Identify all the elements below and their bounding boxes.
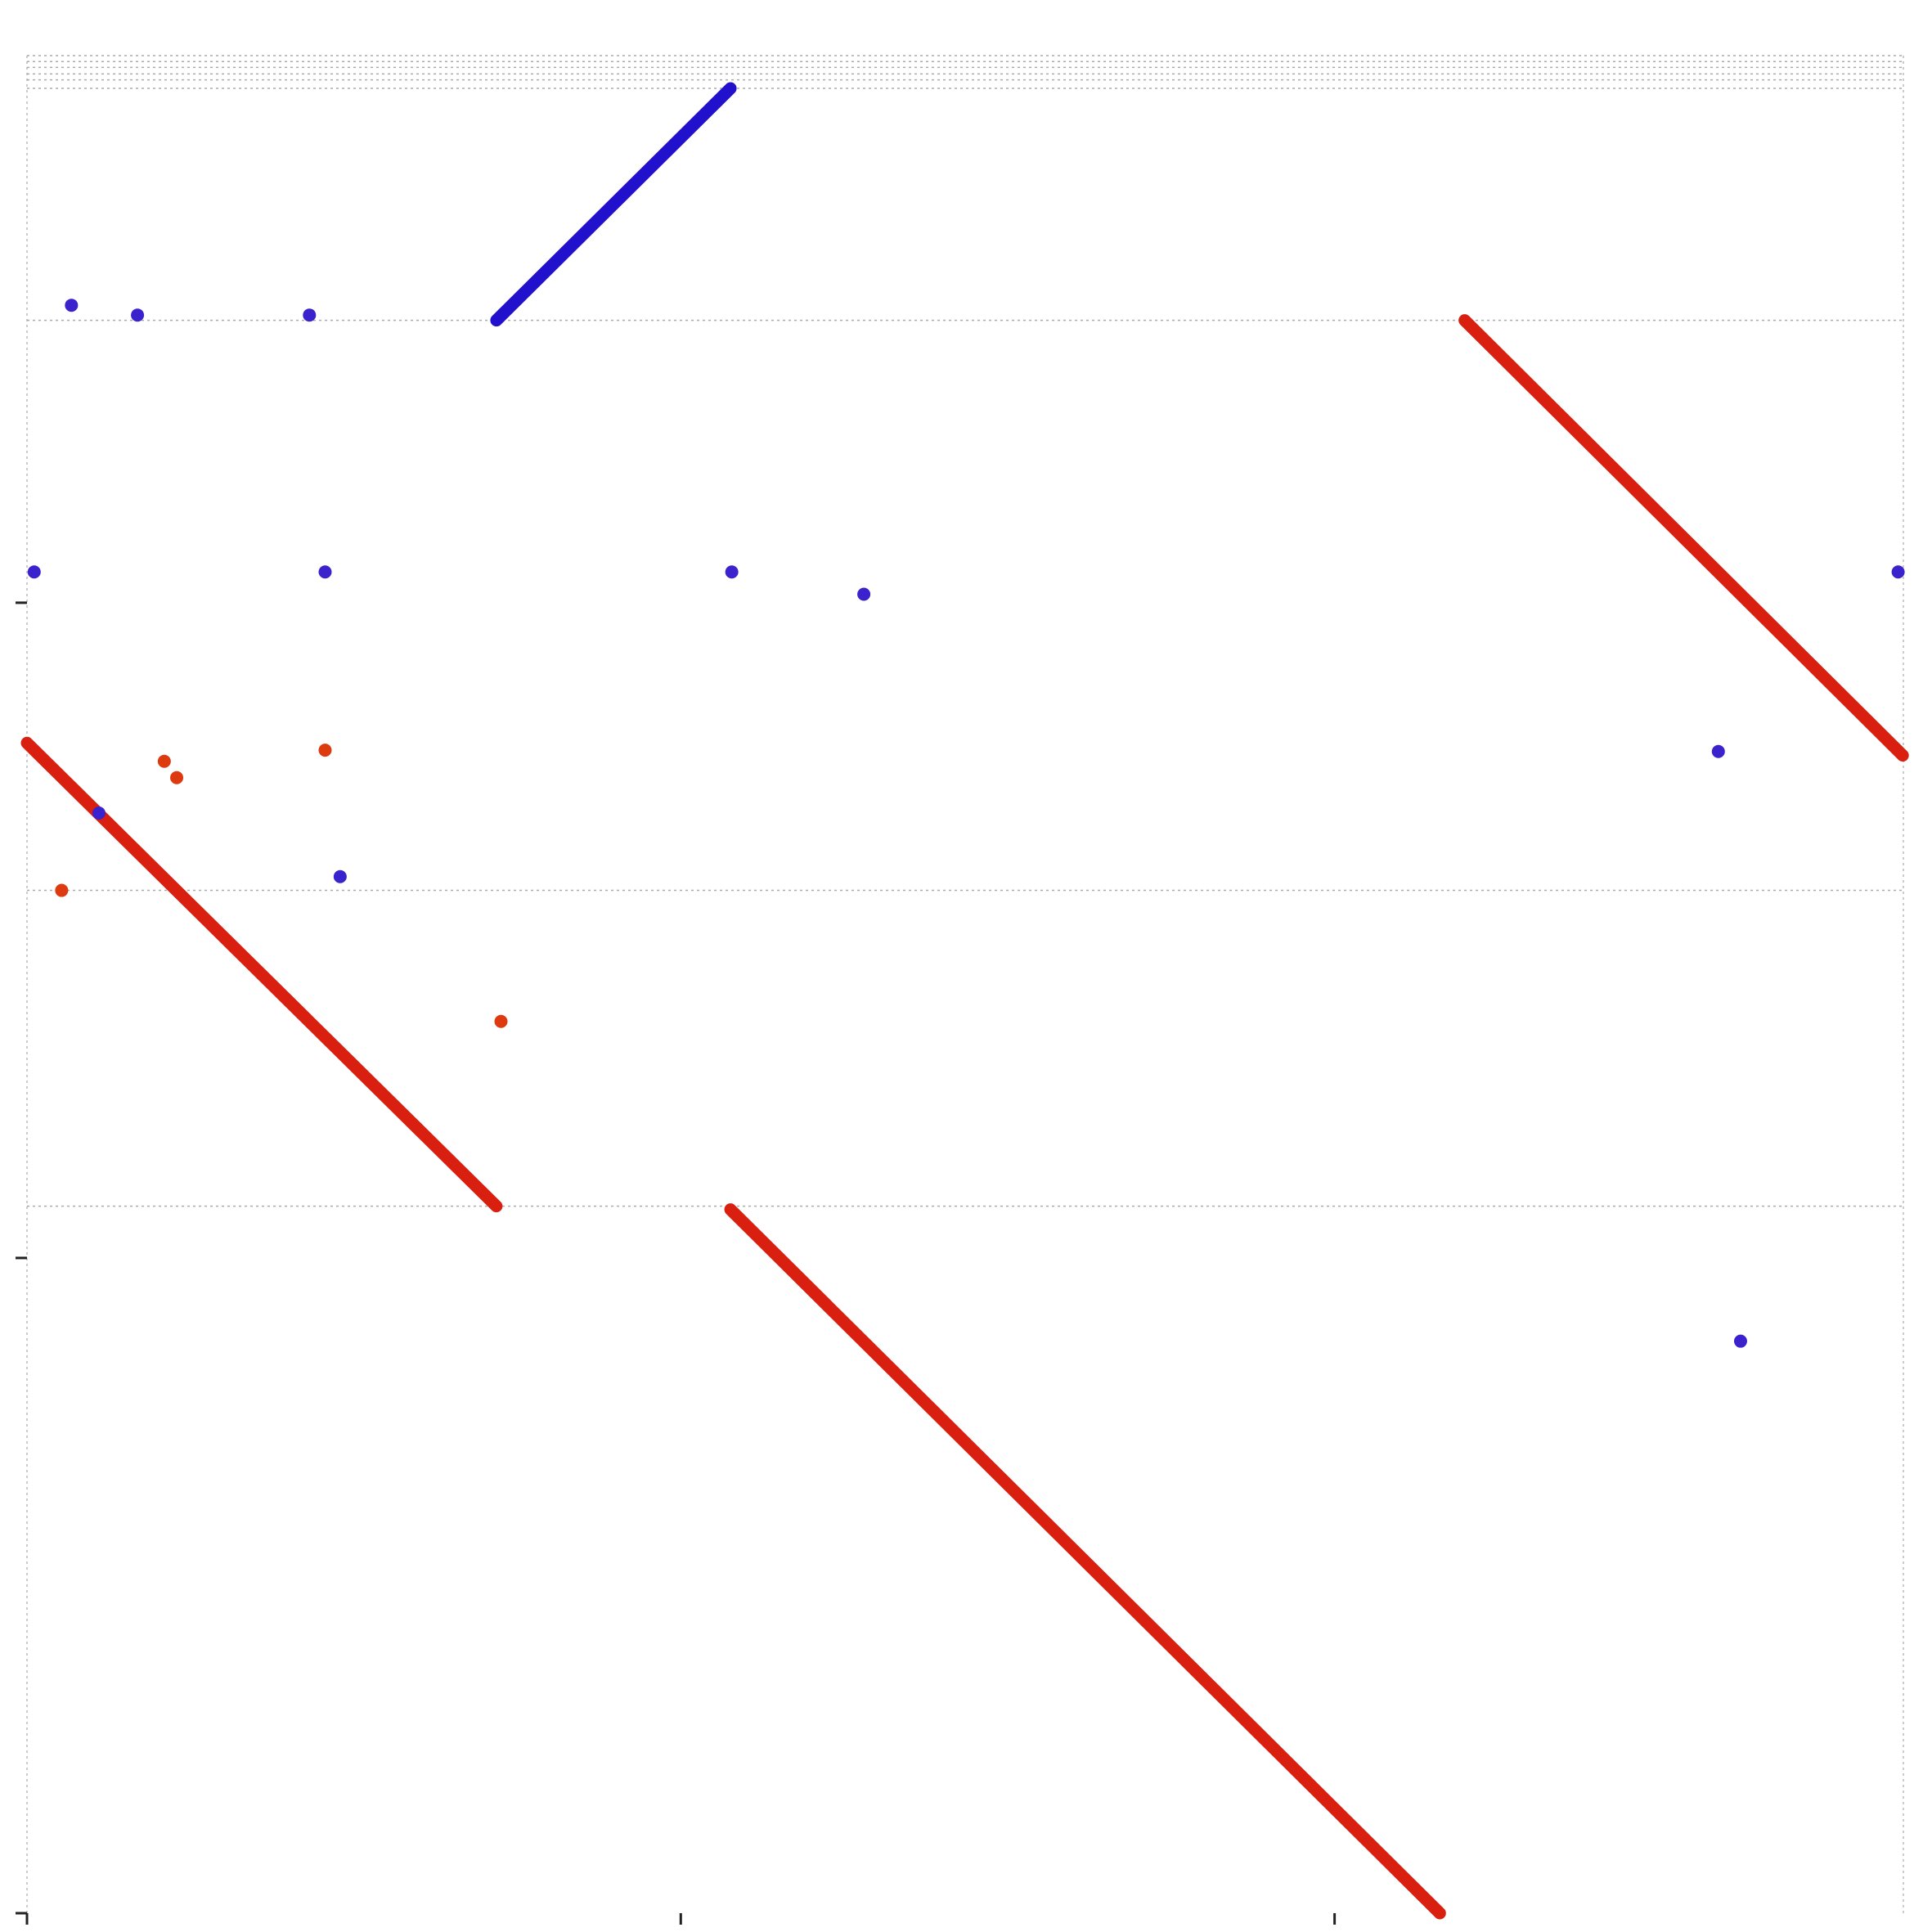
- alignment-line: [724, 1203, 1446, 1920]
- point: [318, 565, 332, 579]
- point: [1733, 1334, 1747, 1348]
- point: [494, 1014, 508, 1028]
- point: [131, 308, 145, 322]
- point: [55, 883, 69, 897]
- point: [857, 587, 871, 601]
- point: [1711, 744, 1725, 758]
- point: [170, 771, 184, 784]
- point: [303, 308, 317, 322]
- point: [27, 565, 41, 579]
- alignment-line: [1458, 314, 1909, 762]
- point: [333, 869, 347, 883]
- alignment-line: [20, 736, 503, 1213]
- point: [1891, 565, 1905, 579]
- point: [92, 806, 106, 820]
- alignment-line: [490, 82, 737, 327]
- point: [157, 754, 171, 768]
- point: [318, 744, 332, 757]
- point: [725, 565, 739, 579]
- point: [65, 299, 79, 312]
